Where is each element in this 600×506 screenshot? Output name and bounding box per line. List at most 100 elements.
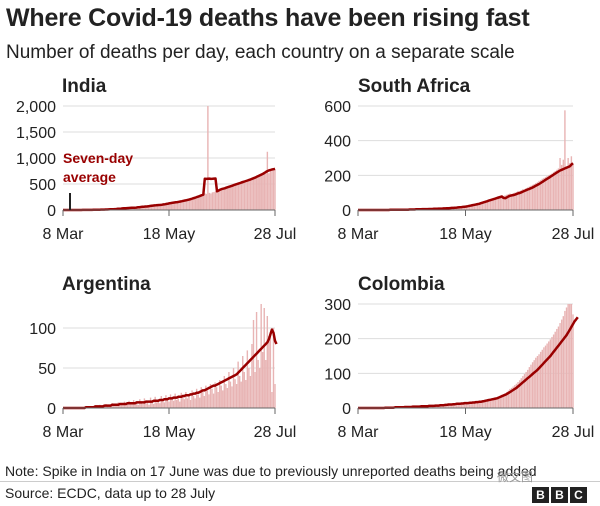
bar-argentina-84 — [191, 390, 193, 408]
bar-colombia-122 — [554, 331, 556, 408]
bar-argentina-39 — [122, 403, 124, 408]
bar-colombia-101 — [520, 378, 522, 408]
bar-south-africa-105 — [527, 187, 529, 210]
bar-india-65 — [161, 203, 163, 210]
bar-south-africa-127 — [562, 159, 565, 210]
bar-colombia-67 — [465, 403, 468, 408]
bar-colombia-82 — [489, 398, 492, 408]
bar-india-118 — [242, 181, 244, 210]
bar-india-125 — [252, 178, 255, 210]
bar-argentina-136 — [271, 392, 273, 408]
bar-argentina-63 — [159, 403, 161, 408]
bar-argentina-70 — [169, 394, 172, 408]
bar-argentina-83 — [189, 400, 192, 408]
bbc-logo: B B C — [532, 487, 587, 503]
bar-colombia-97 — [514, 385, 516, 408]
annotation-label-line2: average — [63, 169, 116, 185]
bar-colombia-61 — [455, 403, 458, 408]
y-tick-label-colombia-1: 100 — [324, 366, 351, 383]
bar-india-72 — [172, 202, 174, 210]
x-tick-label-south-africa-1: 18 May — [439, 226, 491, 243]
bar-colombia-131 — [569, 304, 571, 408]
y-tick-label-india-4: 2,000 — [16, 99, 56, 116]
bar-india-54 — [144, 206, 147, 210]
bar-colombia-92 — [506, 392, 508, 408]
bar-argentina-68 — [166, 399, 169, 408]
bar-south-africa-104 — [525, 188, 527, 210]
bar-argentina-116 — [240, 381, 242, 408]
annotation-label-line1: Seven-day — [63, 150, 133, 166]
bar-india-112 — [233, 185, 235, 210]
y-tick-label-argentina-2: 100 — [29, 321, 56, 338]
bar-argentina-72 — [172, 400, 175, 408]
bar-colombia-64 — [460, 403, 463, 408]
bar-colombia-66 — [463, 403, 466, 408]
bar-argentina-27 — [103, 406, 106, 408]
bar-india-139 — [274, 168, 276, 210]
bar-colombia-62 — [457, 404, 459, 408]
x-tick-label-india-1: 18 May — [143, 226, 195, 243]
bar-india-111 — [231, 186, 233, 210]
bar-colombia-132 — [570, 304, 573, 408]
bar-south-africa-70 — [470, 204, 472, 210]
bar-south-africa-126 — [560, 164, 563, 210]
bar-colombia-80 — [486, 399, 489, 408]
bar-india-117 — [240, 182, 243, 210]
bar-argentina-62 — [157, 400, 159, 408]
bar-argentina-111 — [232, 368, 235, 408]
bar-india-66 — [162, 204, 165, 210]
bar-argentina-54 — [145, 403, 147, 408]
bar-south-africa-122 — [554, 171, 556, 210]
bar-india-93 — [204, 193, 206, 210]
bar-india-55 — [146, 206, 148, 210]
x-tick-label-south-africa-0: 8 Mar — [338, 226, 380, 243]
footer-divider — [0, 481, 600, 482]
bar-argentina-78 — [182, 396, 184, 408]
bar-colombia-58 — [451, 404, 453, 408]
bar-colombia-98 — [515, 383, 518, 408]
bar-colombia-125 — [559, 323, 561, 408]
bar-colombia-94 — [509, 388, 511, 408]
bar-south-africa-118 — [548, 175, 550, 210]
bar-argentina-122 — [249, 376, 252, 408]
bar-india-124 — [251, 178, 253, 210]
bar-colombia-76 — [480, 401, 482, 408]
bar-argentina-94 — [206, 390, 209, 408]
bar-argentina-69 — [168, 401, 170, 408]
bar-argentina-131 — [263, 308, 265, 408]
bar-colombia-93 — [507, 390, 510, 408]
bar-south-africa-67 — [465, 206, 468, 210]
bar-south-africa-89 — [501, 195, 503, 210]
bar-argentina-89 — [199, 397, 201, 408]
bar-india-79 — [182, 200, 185, 210]
bar-colombia-89 — [501, 394, 503, 408]
bar-india-74 — [175, 202, 177, 210]
bar-india-120 — [245, 180, 247, 210]
bar-india-107 — [225, 187, 227, 210]
bar-south-africa-86 — [496, 197, 498, 210]
panel-colombia: Colombia 0 100 200 300 8 Mar 18 May 28 Jul — [324, 274, 594, 441]
bar-india-103 — [219, 189, 221, 210]
bar-india-129 — [259, 175, 261, 210]
bar-india-121 — [246, 180, 249, 210]
bar-india-102 — [217, 190, 220, 210]
bar-india-90 — [199, 195, 201, 210]
y-tick-label-south-africa-2: 400 — [324, 134, 351, 151]
y-tick-label-south-africa-0: 0 — [342, 203, 351, 220]
bar-colombia-85 — [494, 397, 497, 408]
bar-argentina-79 — [183, 399, 186, 408]
bar-argentina-129 — [260, 304, 262, 408]
bar-argentina-90 — [200, 387, 202, 408]
bar-south-africa-71 — [472, 204, 474, 210]
bar-south-africa-123 — [556, 169, 558, 210]
bar-india-78 — [181, 200, 183, 210]
bar-argentina-61 — [156, 402, 158, 408]
bar-argentina-60 — [154, 396, 156, 408]
panel-title-india: India — [62, 76, 107, 97]
bar-argentina-38 — [120, 404, 123, 408]
bar-south-africa-120 — [551, 173, 553, 210]
bar-colombia-87 — [497, 396, 500, 408]
bar-india-127 — [255, 176, 258, 210]
bar-india-105 — [222, 188, 224, 210]
